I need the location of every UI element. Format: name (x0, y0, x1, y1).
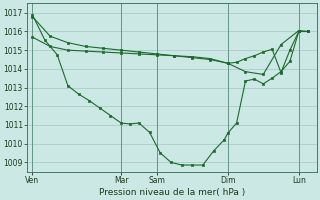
X-axis label: Pression niveau de la mer( hPa ): Pression niveau de la mer( hPa ) (99, 188, 245, 197)
